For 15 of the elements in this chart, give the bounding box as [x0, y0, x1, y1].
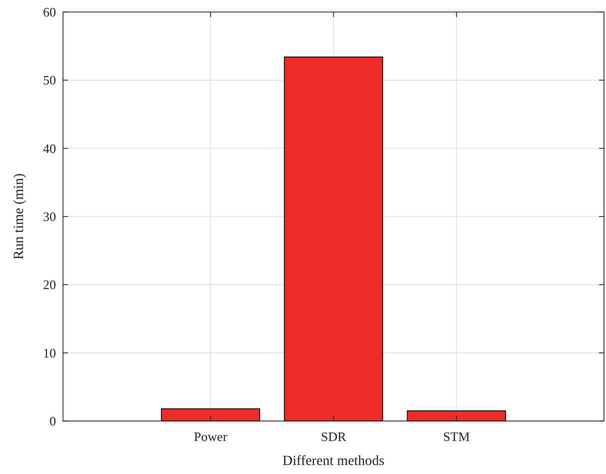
y-tick-label: 30 [43, 209, 56, 224]
y-tick-label: 50 [43, 72, 56, 88]
y-tick-label: 40 [43, 140, 56, 156]
y-tick-label: 0 [50, 414, 56, 429]
y-axis-title: Run time (min) [12, 173, 27, 260]
y-tick-label: 20 [43, 277, 56, 292]
y-tick-label: 10 [43, 345, 56, 360]
bar [406, 410, 506, 422]
x-tick-label: STM [443, 429, 470, 444]
bar [284, 56, 384, 422]
x-axis-title: Different methods [282, 454, 384, 469]
x-tick-label: SDR [320, 429, 346, 444]
bar [160, 408, 260, 422]
y-tick-label: 60 [43, 4, 56, 20]
x-tick-label: Power [194, 429, 228, 444]
